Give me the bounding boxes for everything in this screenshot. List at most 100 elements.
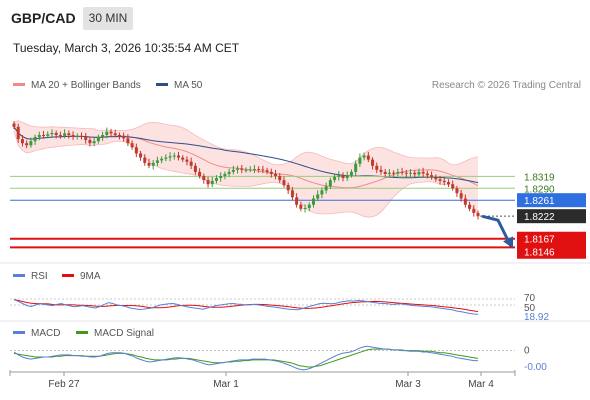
macd-line: [13, 345, 478, 371]
rsi-line: [13, 299, 479, 315]
level-badge-text-1.8167: 1.8167: [524, 235, 555, 246]
candle-48: [214, 178, 218, 181]
candle-34: [155, 160, 159, 163]
candle-1: [16, 126, 20, 140]
candle-94: [409, 172, 413, 174]
candle-86: [375, 165, 379, 170]
candle-77: [337, 175, 341, 177]
candle-16: [79, 135, 83, 138]
legend-macd-label: MACD: [31, 328, 61, 339]
candle-26: [122, 135, 126, 139]
candle-38: [172, 155, 176, 157]
level-badge-text-1.8261: 1.8261: [524, 196, 555, 207]
candle-98: [425, 173, 429, 176]
candle-90: [392, 172, 396, 174]
candle-69: [303, 207, 307, 209]
legend-macd: MACD: [13, 328, 60, 339]
candle-109: [472, 208, 476, 213]
candle-70: [307, 204, 311, 208]
candle-44: [198, 171, 202, 176]
candle-51: [227, 171, 231, 174]
candle-81: [354, 163, 358, 172]
candle-28: [130, 143, 134, 148]
candle-106: [459, 193, 463, 199]
legend-ma50-label: MA 50: [174, 80, 203, 91]
candle-27: [126, 138, 130, 144]
candle-92: [400, 171, 404, 173]
candle-82: [358, 157, 362, 164]
candle-83: [362, 155, 366, 158]
x-tick-label-1: Mar 1: [213, 379, 239, 390]
candle-58: [257, 169, 261, 171]
candle-30: [139, 153, 143, 158]
candle-43: [193, 165, 197, 172]
candle-35: [160, 158, 164, 161]
candle-55: [244, 169, 248, 171]
ma20-swatch: [13, 82, 25, 86]
candle-2: [20, 139, 24, 144]
candle-4: [29, 141, 33, 146]
candle-42: [189, 161, 193, 166]
candle-104: [451, 184, 455, 189]
candle-45: [202, 176, 206, 181]
rsi-swatch: [13, 273, 25, 277]
candle-68: [299, 204, 303, 209]
candle-53: [236, 168, 240, 170]
candle-75: [328, 180, 332, 187]
legend-macd-signal-label: MACD Signal: [94, 328, 155, 339]
bollinger-upper-line: [13, 120, 479, 166]
candle-61: [269, 171, 273, 174]
candle-59: [261, 169, 265, 171]
timeframe-badge[interactable]: 30 MIN: [83, 7, 133, 30]
candle-23: [109, 131, 113, 134]
candle-9: [50, 132, 54, 135]
legend-ma20-label: MA 20 + Bollinger Bands: [31, 80, 141, 91]
x-tick-label-0: Feb 27: [48, 379, 80, 390]
legend-rsi-ma: 9MA: [62, 271, 101, 282]
x-tick-label-3: Mar 4: [468, 379, 494, 390]
candle-73: [320, 190, 324, 195]
candle-8: [46, 134, 50, 136]
candle-25: [117, 135, 121, 136]
candle-96: [417, 171, 421, 175]
candle-11: [58, 135, 62, 136]
candle-3: [25, 143, 29, 146]
candle-17: [84, 137, 88, 140]
candle-66: [290, 190, 294, 198]
candle-76: [333, 176, 337, 181]
macd-signal-line: [13, 348, 479, 368]
candle-22: [105, 131, 109, 135]
candle-62: [274, 173, 278, 176]
rsi-level-label-50: 50: [524, 303, 536, 314]
candle-13: [67, 133, 71, 135]
candle-52: [231, 169, 235, 172]
candle-80: [349, 171, 353, 176]
candle-67: [295, 197, 299, 205]
candle-12: [63, 133, 67, 136]
candle-102: [442, 180, 446, 183]
candle-60: [265, 170, 269, 172]
x-tick-label-2: Mar 3: [395, 379, 421, 390]
ma50-line: [13, 126, 479, 184]
candle-49: [219, 176, 223, 179]
candle-79: [345, 175, 349, 179]
candle-0: [12, 123, 16, 127]
forecast-arrowhead: [503, 236, 513, 249]
candle-91: [396, 171, 400, 174]
candle-21: [101, 135, 105, 138]
candle-108: [468, 204, 472, 209]
candle-50: [223, 173, 227, 176]
forecast-arrow: [481, 214, 513, 248]
legend-rsi: RSI: [13, 271, 48, 282]
macd-swatch: [13, 330, 25, 334]
candle-72: [316, 194, 320, 199]
candle-110: [476, 212, 480, 217]
candle-18: [88, 139, 92, 144]
candle-15: [75, 135, 79, 137]
candle-37: [168, 156, 172, 158]
ma50-swatch: [156, 82, 168, 86]
rsi-current-label: 18.92: [524, 312, 549, 323]
candle-64: [282, 180, 286, 186]
macd-zero-label: 0: [524, 346, 530, 357]
